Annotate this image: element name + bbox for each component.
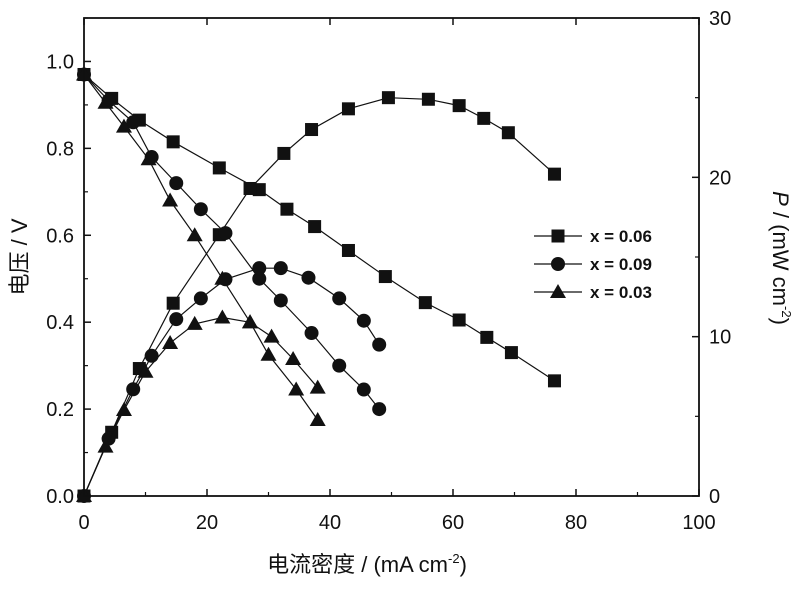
voltage-point-triangle <box>288 381 305 396</box>
power-point-circle <box>332 291 347 306</box>
voltage-point-square <box>504 346 518 360</box>
power-point-square <box>277 146 291 160</box>
y-left-tick-label: 1.0 <box>46 51 74 73</box>
y-left-tick-label: 0.4 <box>46 312 74 334</box>
plot-area <box>76 66 561 503</box>
voltage-point-triangle <box>97 94 114 109</box>
voltage-point-triangle <box>115 118 132 133</box>
voltage-point-triangle <box>162 192 179 207</box>
power-point-triangle <box>115 401 132 416</box>
voltage-point-circle <box>218 226 233 241</box>
power-point-triangle <box>137 363 154 378</box>
power-point-square <box>421 92 435 106</box>
power-point-square <box>166 296 180 310</box>
voltage-point-circle <box>273 293 288 308</box>
x-tick-label: 80 <box>565 512 587 534</box>
power-point-square <box>477 111 491 125</box>
voltage-point-square <box>547 374 561 388</box>
power-point-square <box>341 102 355 116</box>
voltage-point-circle <box>304 326 319 341</box>
voltage-point-square <box>166 135 180 149</box>
y-left-tick-label: 0.2 <box>46 399 74 421</box>
power-point-circle <box>144 348 159 363</box>
voltage-point-circle <box>252 271 267 286</box>
x-tick-label: 60 <box>442 512 464 534</box>
voltage-point-circle <box>193 202 208 217</box>
x-axis-title: 电流密度 / (mA cm-2) <box>267 551 467 577</box>
voltage-point-square <box>452 313 466 327</box>
power-point-triangle <box>162 335 179 350</box>
y-left-tick-label: 0.0 <box>46 486 74 508</box>
y-right-tick-label: 30 <box>709 8 731 30</box>
power-point-square <box>547 167 561 181</box>
y-left-tick-label: 0.8 <box>46 138 74 160</box>
power-point-circle <box>372 337 387 352</box>
x-tick-label: 40 <box>319 512 341 534</box>
y-right-tick-label: 10 <box>709 327 731 349</box>
voltage-point-square <box>341 243 355 257</box>
y-axis-left-title: 电压 / V <box>7 218 32 295</box>
power-point-circle <box>273 261 288 276</box>
power-point-square <box>243 181 257 195</box>
y-right-tick-label: 20 <box>709 167 731 189</box>
power-point-circle <box>301 270 316 285</box>
y-right-tick-label: 0 <box>709 486 720 508</box>
power-point-circle <box>126 382 141 397</box>
voltage-point-square <box>280 202 294 216</box>
voltage-point-triangle <box>186 227 203 242</box>
power-point-triangle <box>97 438 114 453</box>
legend-label: x = 0.09 <box>590 255 652 274</box>
voltage-point-square <box>308 220 322 234</box>
voltage-point-square <box>378 270 392 284</box>
y-left-tick-label: 0.6 <box>46 225 74 247</box>
voltage-point-triangle <box>309 411 326 426</box>
voltage-point-circle <box>332 358 347 373</box>
power-point-triangle <box>309 379 326 394</box>
x-tick-label: 20 <box>196 512 218 534</box>
power-point-triangle <box>214 309 231 324</box>
voltage-line-triangle <box>83 74 319 421</box>
voltage-point-triangle <box>140 151 157 166</box>
power-point-triangle <box>186 315 203 330</box>
voltage-point-triangle <box>260 346 277 361</box>
legend-marker-square <box>551 229 565 243</box>
x-tick-label: 0 <box>78 512 89 534</box>
power-point-triangle <box>242 314 259 329</box>
legend-label: x = 0.03 <box>590 283 652 302</box>
power-point-square <box>305 123 319 137</box>
y-axis-right-title: P / (mW cm-2) <box>768 191 794 325</box>
voltage-point-square <box>480 330 494 344</box>
legend-label: x = 0.06 <box>590 227 652 246</box>
power-point-triangle <box>263 328 280 343</box>
voltage-point-triangle <box>214 270 231 285</box>
power-point-square <box>452 99 466 113</box>
voltage-point-circle <box>372 402 387 417</box>
power-line-triangle <box>83 316 319 497</box>
power-point-square <box>501 126 515 140</box>
voltage-point-square <box>212 161 226 175</box>
power-point-circle <box>252 261 267 276</box>
legend-marker-circle <box>551 257 565 271</box>
axes: 0 20 40 60 80 100 0.0 0.2 0.4 0.6 0.8 1.0 0 10 20 30 <box>46 8 731 534</box>
voltage-point-square <box>418 296 432 310</box>
x-tick-label: 100 <box>682 512 715 534</box>
voltage-point-circle <box>356 382 371 397</box>
power-point-circle <box>193 291 208 306</box>
legend-marker-triangle <box>550 284 566 298</box>
voltage-point-circle <box>169 176 184 191</box>
power-point-circle <box>356 313 371 328</box>
power-point-circle <box>169 312 184 327</box>
voltage-point-circle <box>126 115 141 130</box>
power-point-triangle <box>285 350 302 365</box>
power-point-square <box>381 91 395 105</box>
legend: x = 0.06 x = 0.09 x = 0.03 <box>534 227 652 302</box>
